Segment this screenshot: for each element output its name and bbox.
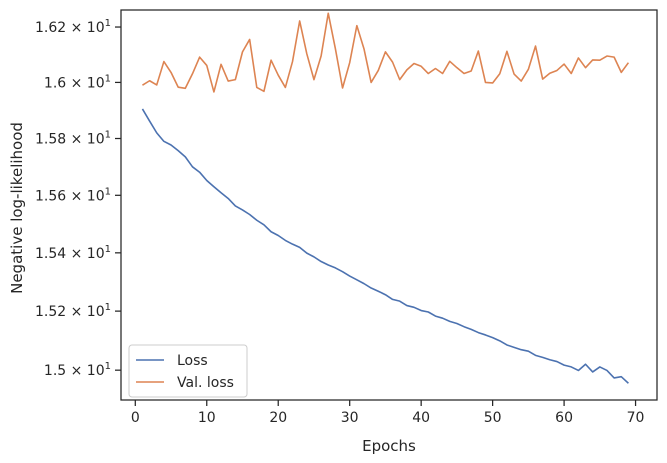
- x-tick-label: 60: [555, 410, 573, 426]
- plot-frame: [120, 9, 658, 401]
- x-axis-title: Epochs: [362, 437, 416, 455]
- y-tick-label: 1.5 × 101: [44, 361, 111, 379]
- y-axis: 1.5 × 101 1.52 × 101 1.54 × 101 1.56 × 101 1…: [35, 18, 121, 379]
- plot-area: [120, 9, 658, 401]
- x-tick-label: 50: [484, 410, 502, 426]
- legend-label: Loss: [177, 353, 208, 369]
- x-tick-label: 70: [627, 410, 645, 426]
- x-tick-label: 30: [341, 410, 359, 426]
- x-tick-label: 20: [269, 410, 287, 426]
- series-line-1: [141, 108, 629, 384]
- y-axis-title: Negative log-likelihood: [8, 122, 26, 294]
- y-tick-label: 1.6 × 101: [44, 73, 111, 91]
- legend-box: [128, 344, 248, 398]
- x-tick-label: 10: [198, 410, 216, 426]
- y-tick-label: 1.56 × 101: [35, 186, 111, 204]
- y-tick-label: 1.62 × 101: [35, 18, 111, 36]
- x-tick-label: 0: [131, 410, 140, 426]
- x-axis: 0 10 20 30 40 50 60 70: [131, 400, 645, 426]
- y-tick-label: 1.54 × 101: [35, 244, 111, 262]
- series-line-2: [142, 12, 630, 93]
- y-tick-label: 1.52 × 101: [35, 302, 111, 320]
- legend: Loss Val. loss: [128, 344, 248, 398]
- y-tick-label: 1.58 × 101: [35, 130, 111, 148]
- x-tick-label: 40: [412, 410, 430, 426]
- legend-label: Val. loss: [177, 375, 234, 391]
